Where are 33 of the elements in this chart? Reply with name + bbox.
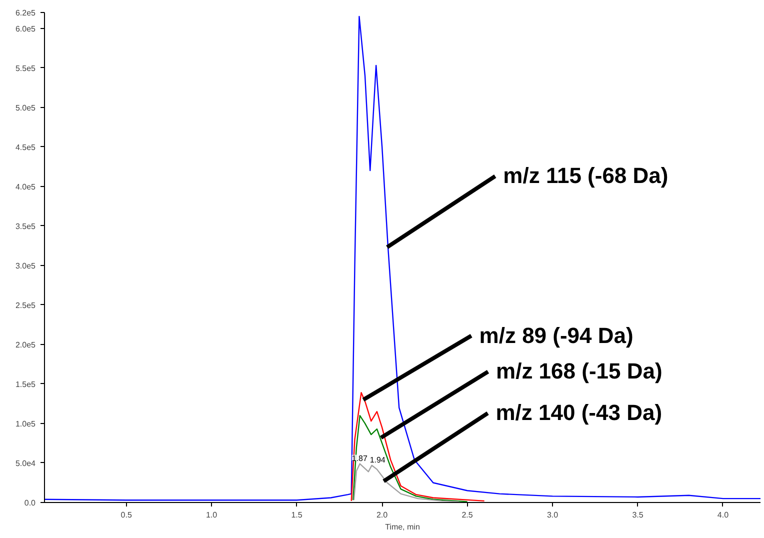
y-tick-label: 6.2e5 <box>15 8 36 18</box>
x-tick-label: 3.0 <box>546 510 559 520</box>
annotation: m/z 168 (-15 Da) <box>496 358 662 384</box>
x-tick-label: 2.0 <box>376 510 388 520</box>
y-tick-label: 5.5e5 <box>15 64 36 73</box>
line-series <box>353 463 460 502</box>
annotation: m/z 89 (-94 Da) <box>479 322 634 348</box>
x-tick-label: 2.5 <box>462 510 474 520</box>
y-tick-label: 5.0e4 <box>15 458 36 468</box>
y-tick-label: 1.0e5 <box>15 419 36 428</box>
x-tick-label: 0.5 <box>120 510 132 520</box>
y-tick-label: 2.5e5 <box>15 300 36 310</box>
y-tick-label: 2.0e5 <box>15 340 36 350</box>
y-tick-label: 5.0e5 <box>15 103 36 112</box>
x-tick-label: 4.0 <box>717 510 730 520</box>
y-tick-label: 3.0e5 <box>15 261 36 270</box>
y-tick-label: 1.5e5 <box>15 380 36 389</box>
y-tick-label: 4.5e5 <box>15 142 36 152</box>
y-tick-label: 0.0 <box>24 498 36 508</box>
annotation: m/z 115 (-68 Da) <box>503 163 668 188</box>
y-tick-label: 6.0e5 <box>15 24 36 34</box>
line-series <box>350 392 485 502</box>
annotation: m/z 140 (-43 Da) <box>496 400 662 426</box>
line-series <box>352 414 468 502</box>
y-tick-label: 4.0e5 <box>15 182 36 192</box>
y-tick-label: 3.5e5 <box>15 222 36 231</box>
x-tick-label: 1.0 <box>206 510 218 520</box>
annotation: 1.94 <box>370 455 386 464</box>
line-series <box>44 16 760 501</box>
x-axis-title: Time, min <box>385 522 420 532</box>
annotation: 1.87 <box>352 454 368 463</box>
x-tick-label: 3.5 <box>632 510 644 520</box>
x-tick-label: 1.5 <box>291 510 303 520</box>
